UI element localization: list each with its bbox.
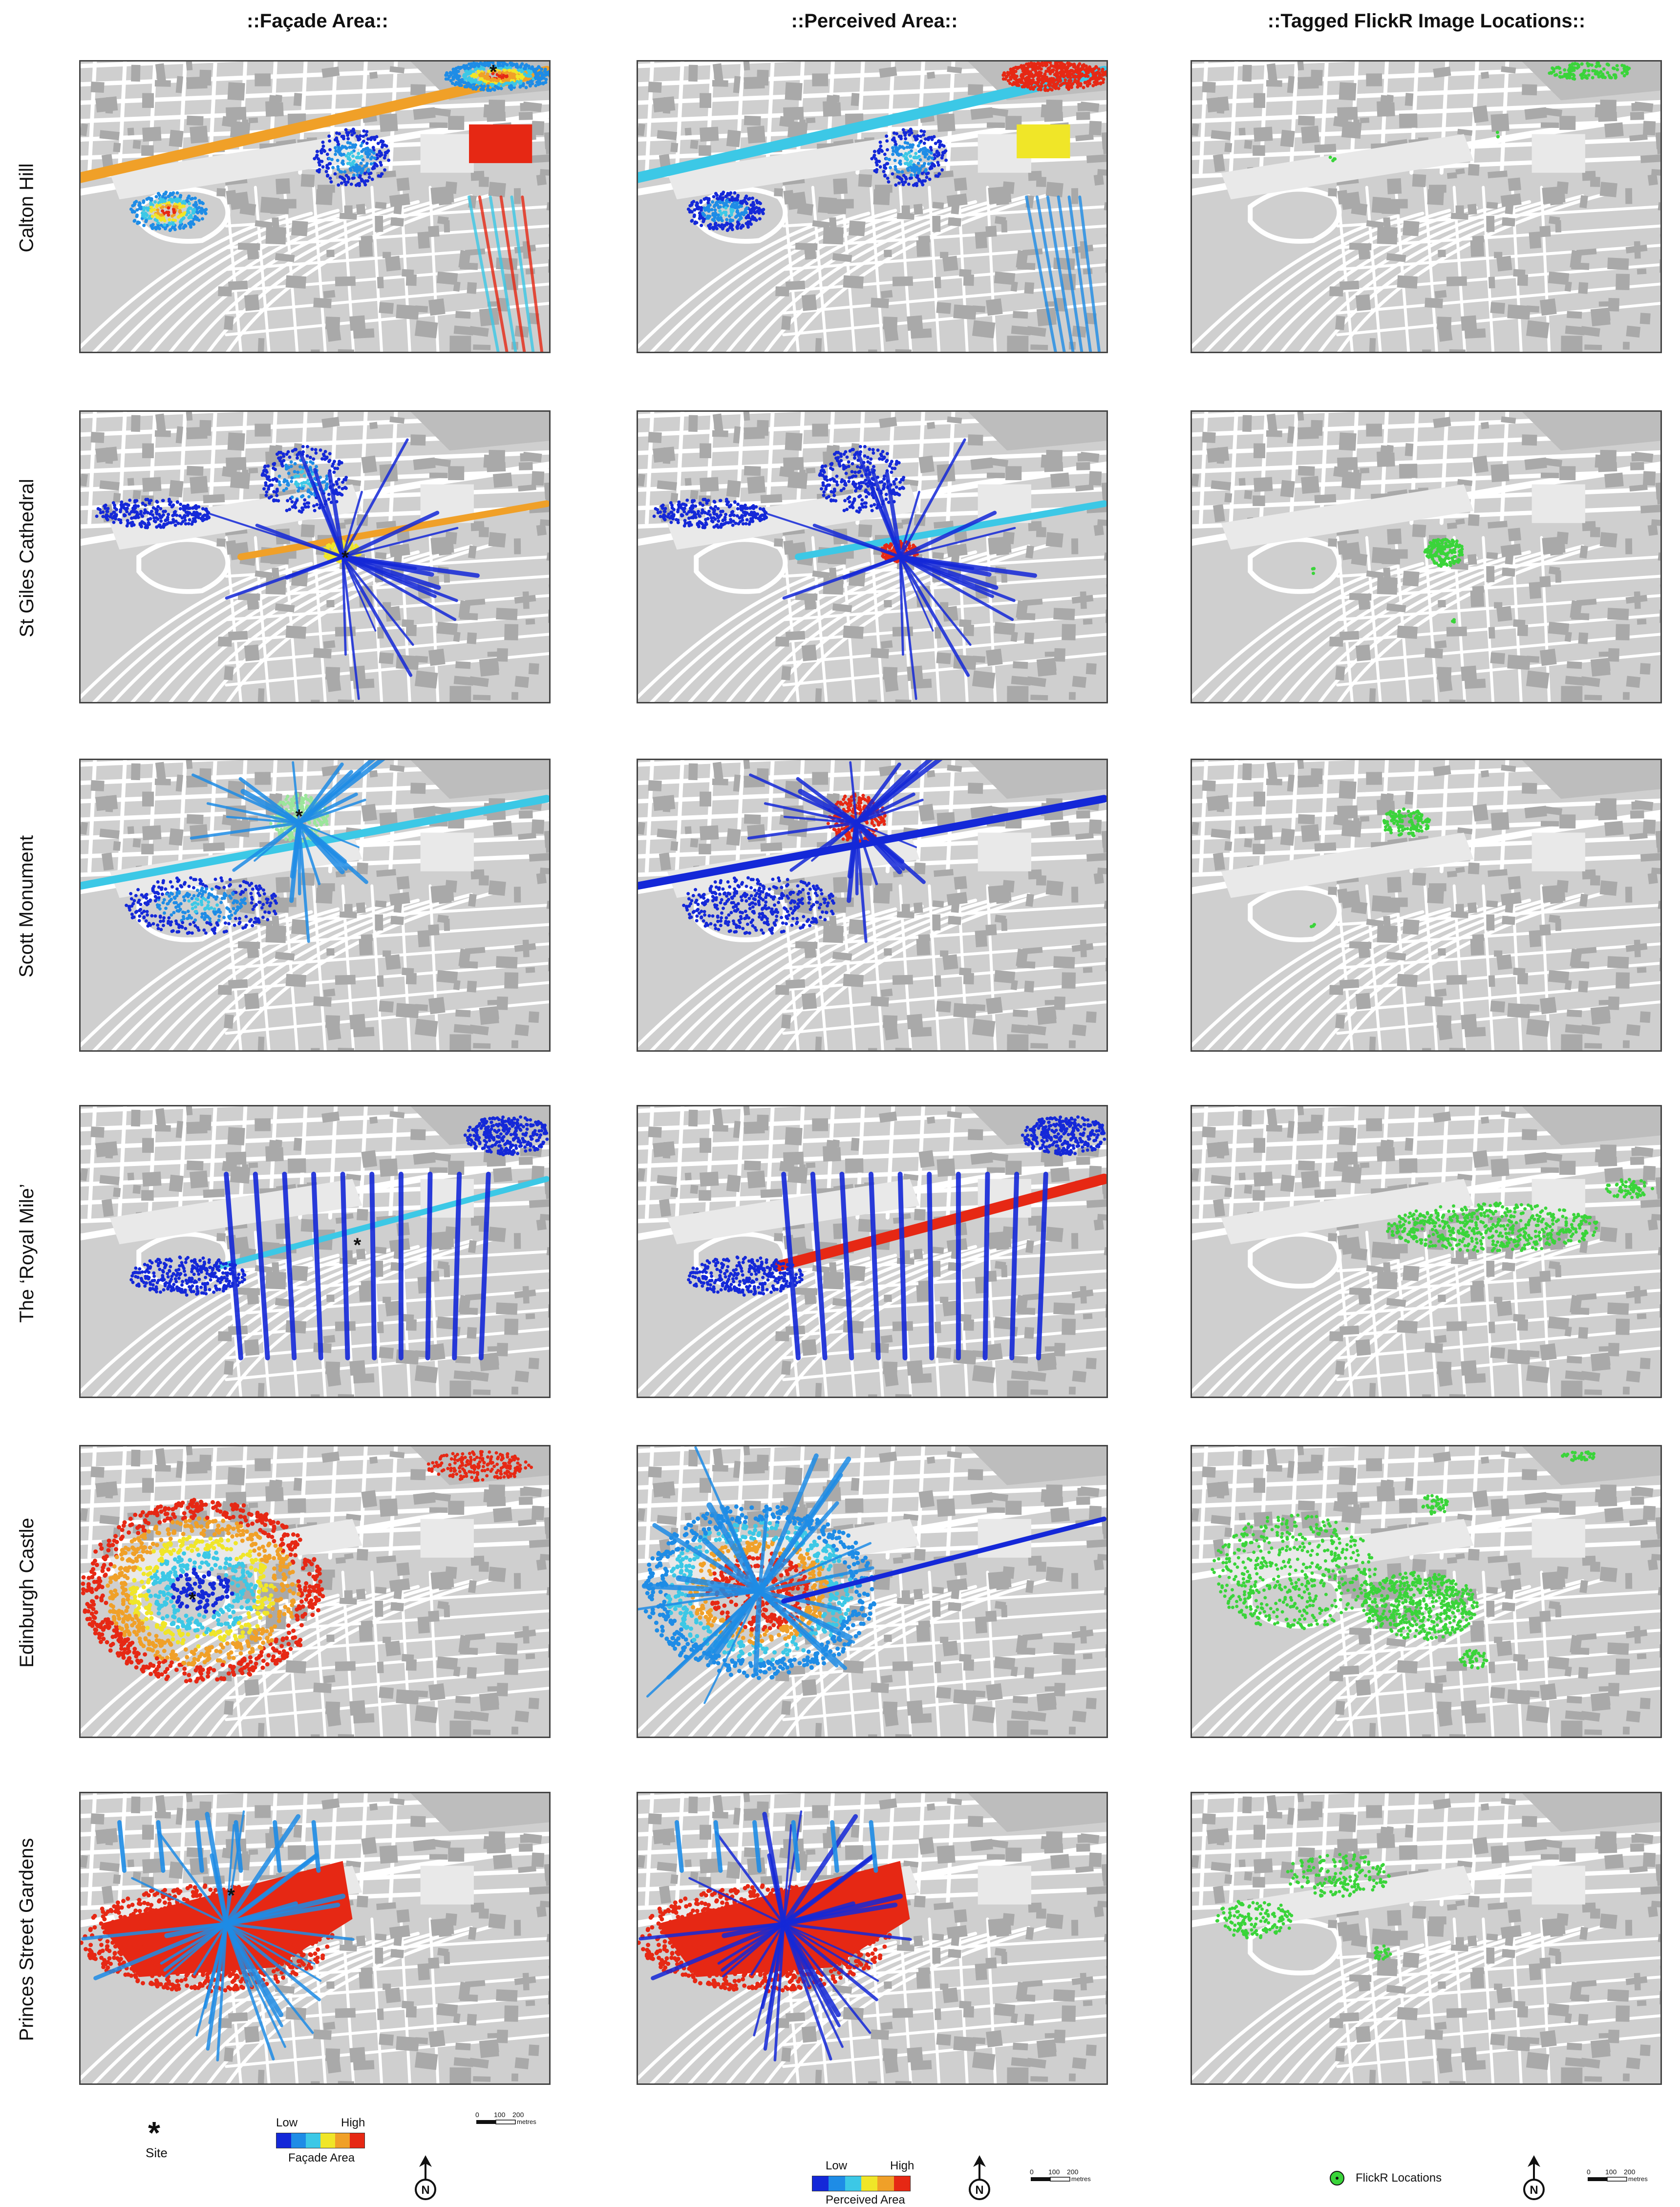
map-panel-princes-street-facade: * — [79, 1792, 551, 2085]
north-arrow-icon: N — [967, 2155, 992, 2204]
map-panel-royal-mile-flickr — [1191, 1105, 1662, 1398]
facade-high-label: High — [341, 2116, 365, 2130]
map-graphic — [638, 760, 1106, 1050]
ramp-swatch — [829, 2176, 845, 2191]
map-panel-edinburgh-castle-flickr — [1191, 1445, 1662, 1738]
ramp-swatch — [291, 2133, 306, 2148]
map-graphic — [1192, 412, 1660, 702]
map-graphic — [1192, 1793, 1660, 2083]
ramp-swatch — [335, 2133, 350, 2148]
scale-bar: 0 100 200 metres — [1583, 2166, 1651, 2191]
map-graphic — [638, 1446, 1106, 1737]
perceived-high-label: High — [890, 2159, 914, 2173]
ramp-swatch — [306, 2133, 320, 2148]
column-title-facade: ::Façade Area:: — [78, 4, 557, 38]
map-graphic — [1192, 62, 1660, 352]
svg-text:*: * — [341, 547, 349, 569]
facade-low-label: Low — [276, 2116, 298, 2130]
map-panel-st-giles-flickr — [1191, 410, 1662, 703]
map-panel-royal-mile-perceived — [637, 1105, 1108, 1398]
map-graphic: * — [81, 1793, 549, 2083]
scale-bar: 0 100 200 metres — [1026, 2166, 1094, 2191]
map-graphic — [1192, 1106, 1660, 1397]
flickr-caption: FlickR Locations — [1356, 2171, 1442, 2185]
map-panel-princes-street-flickr — [1191, 1792, 1662, 2085]
ramp-swatch — [894, 2176, 910, 2191]
map-panel-scott-monument-flickr — [1191, 759, 1662, 1052]
ramp-swatch — [350, 2133, 364, 2148]
facade-caption: Façade Area — [288, 2151, 355, 2165]
map-graphic — [638, 62, 1106, 352]
row-label-princes-street: Princes Street Gardens — [0, 1793, 54, 2086]
ramp-swatch — [845, 2176, 861, 2191]
map-panel-scott-monument-perceived — [637, 759, 1108, 1052]
map-panel-royal-mile-facade: * — [79, 1105, 551, 1398]
column-title-perceived: ::Perceived Area:: — [635, 4, 1114, 38]
facade-color-ramp — [276, 2133, 365, 2148]
svg-text:*: * — [489, 62, 497, 83]
map-panel-calton-hill-facade: * — [79, 60, 551, 353]
perceived-low-label: Low — [826, 2159, 847, 2173]
column-title-flickr: ::Tagged FlickR Image Locations:: — [1187, 4, 1666, 38]
map-graphic — [638, 412, 1106, 702]
map-graphic: * — [81, 760, 549, 1050]
ramp-swatch — [861, 2176, 877, 2191]
map-graphic — [1192, 1446, 1660, 1737]
map-graphic: * — [81, 1106, 549, 1397]
ramp-swatch — [812, 2176, 829, 2191]
ramp-swatch — [320, 2133, 335, 2148]
row-label-scott-monument: Scott Monument — [0, 760, 54, 1053]
row-label-st-giles: St Giles Cathedral — [0, 411, 54, 704]
map-panel-scott-monument-facade: * — [79, 759, 551, 1052]
map-graphic — [638, 1106, 1106, 1397]
site-symbol: * — [148, 2117, 160, 2148]
row-label-calton-hill: Calton Hill — [0, 61, 54, 354]
perceived-caption: Perceived Area — [826, 2193, 905, 2207]
flickr-legend-symbol — [1329, 2170, 1345, 2186]
map-graphic — [638, 1793, 1106, 2083]
row-label-edinburgh-castle: Edinburgh Castle — [0, 1446, 54, 1739]
north-arrow-icon: N — [413, 2155, 438, 2204]
map-panel-st-giles-perceived — [637, 410, 1108, 703]
map-graphic: * — [81, 62, 549, 352]
north-arrow-icon: N — [1522, 2155, 1546, 2204]
map-graphic: * — [81, 1446, 549, 1737]
map-graphic — [1192, 760, 1660, 1050]
map-panel-st-giles-facade: * — [79, 410, 551, 703]
ramp-swatch — [877, 2176, 893, 2191]
map-panel-edinburgh-castle-perceived — [637, 1445, 1108, 1738]
map-panel-princes-street-perceived — [637, 1792, 1108, 2085]
site-label: Site — [146, 2145, 168, 2161]
scale-bar: 0 100 200 metres — [471, 2109, 540, 2134]
map-panel-calton-hill-flickr — [1191, 60, 1662, 353]
map-graphic: * — [81, 412, 549, 702]
perceived-color-ramp — [812, 2176, 911, 2191]
row-label-royal-mile: The ‘Royal Mile’ — [0, 1106, 54, 1400]
map-panel-edinburgh-castle-facade: * — [79, 1445, 551, 1738]
map-panel-calton-hill-perceived — [637, 60, 1108, 353]
ramp-swatch — [276, 2133, 291, 2148]
